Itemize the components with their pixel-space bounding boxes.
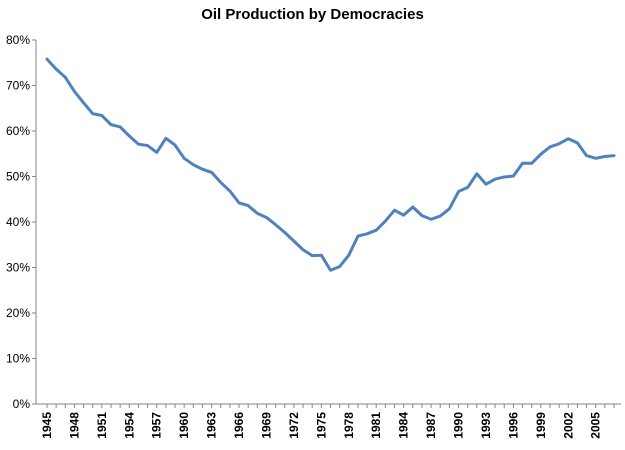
- data-point: [338, 265, 341, 268]
- data-point: [164, 137, 167, 140]
- x-tick-label: 1978: [342, 412, 356, 439]
- data-point: [484, 183, 487, 186]
- data-point: [530, 162, 533, 165]
- data-point: [347, 254, 350, 257]
- data-point: [210, 171, 213, 174]
- x-tick-label: 1954: [122, 412, 136, 439]
- x-tick-label: 1975: [314, 412, 328, 439]
- x-tick-label: 1960: [177, 412, 191, 439]
- data-point: [475, 172, 478, 175]
- data-point: [174, 144, 177, 147]
- data-point: [411, 205, 414, 208]
- data-point: [512, 175, 515, 178]
- data-point: [329, 269, 332, 272]
- x-tick-label: 1990: [452, 412, 466, 439]
- series-group: [46, 58, 616, 272]
- x-tick-label: 1996: [506, 412, 520, 439]
- chart: Oil Production by Democracies 0% 10% 20% 30…: [0, 0, 625, 450]
- data-point: [155, 151, 158, 154]
- data-point: [603, 155, 606, 158]
- x-tick-label: 1981: [369, 412, 383, 439]
- data-point: [503, 175, 506, 178]
- data-point: [183, 157, 186, 160]
- data-point: [466, 186, 469, 189]
- y-tick-label: 20%: [6, 306, 30, 320]
- data-point: [384, 220, 387, 223]
- data-point: [219, 181, 222, 184]
- x-tick-label: 1957: [150, 412, 164, 439]
- y-tick-label: 50%: [6, 170, 30, 184]
- data-point: [548, 145, 551, 148]
- data-point: [137, 143, 140, 146]
- data-point: [91, 112, 94, 115]
- y-tick-label: 10%: [6, 352, 30, 366]
- y-tick-label: 60%: [6, 124, 30, 138]
- data-point: [192, 163, 195, 166]
- y-tick-label: 0%: [13, 397, 31, 411]
- data-point: [430, 218, 433, 221]
- data-point: [274, 223, 277, 226]
- data-point: [46, 58, 49, 61]
- data-point: [585, 154, 588, 157]
- data-point: [457, 190, 460, 193]
- x-tick-label: 1987: [424, 412, 438, 439]
- y-tick-label: 40%: [6, 215, 30, 229]
- data-point: [420, 214, 423, 217]
- chart-svg: 0%10%20%30%40%50%60%70%80% 1945 1948 1951 1…: [0, 0, 625, 450]
- x-tick-label: 1999: [534, 412, 548, 439]
- data-point: [448, 207, 451, 210]
- x-tick-label: 1945: [40, 412, 54, 439]
- data-point: [146, 144, 149, 147]
- y-tick-label: 30%: [6, 261, 30, 275]
- data-point: [228, 190, 231, 193]
- data-point: [256, 212, 259, 215]
- x-tick-label: 2005: [589, 412, 603, 439]
- x-tick-label: 1948: [67, 412, 81, 439]
- data-point: [64, 76, 67, 79]
- x-tick-label: 1969: [259, 412, 273, 439]
- data-point: [320, 254, 323, 257]
- data-point: [494, 178, 497, 181]
- x-tick-label: 1984: [397, 412, 411, 439]
- data-point: [100, 114, 103, 117]
- data-point: [265, 216, 268, 219]
- data-point: [311, 254, 314, 257]
- y-tick-label: 80%: [6, 33, 30, 47]
- data-point: [567, 137, 570, 140]
- data-point: [594, 157, 597, 160]
- x-tick-label: 1966: [232, 412, 246, 439]
- x-tick-label: 1972: [287, 412, 301, 439]
- data-point: [539, 153, 542, 156]
- data-point: [356, 235, 359, 238]
- data-point: [110, 123, 113, 126]
- data-point: [55, 68, 58, 71]
- data-point: [82, 101, 85, 104]
- data-point: [613, 154, 616, 157]
- data-point: [302, 248, 305, 251]
- data-point: [558, 142, 561, 145]
- data-point: [238, 201, 241, 204]
- data-point: [439, 215, 442, 218]
- x-axis: 1945 1948 1951 1954 1957 1960 1963 1966 1969 1972…: [36, 404, 621, 439]
- data-point: [366, 232, 369, 235]
- data-point: [292, 240, 295, 243]
- x-tick-label: 1993: [479, 412, 493, 439]
- y-axis: 0% 10% 20% 30% 40% 50% 60% 70% 80%: [6, 33, 36, 411]
- data-point: [201, 168, 204, 171]
- data-point: [247, 204, 250, 207]
- data-point: [402, 214, 405, 217]
- x-tick-label: 1963: [205, 412, 219, 439]
- data-point: [73, 90, 76, 93]
- x-tick-label: 2002: [561, 412, 575, 439]
- data-point: [119, 125, 122, 128]
- data-point: [375, 229, 378, 232]
- y-tick-label: 70%: [6, 79, 30, 93]
- data-point: [393, 209, 396, 212]
- data-point: [576, 141, 579, 144]
- series-line: [47, 59, 614, 270]
- data-point: [521, 162, 524, 165]
- data-point: [283, 231, 286, 234]
- data-point: [128, 135, 131, 138]
- x-tick-label: 1951: [95, 412, 109, 439]
